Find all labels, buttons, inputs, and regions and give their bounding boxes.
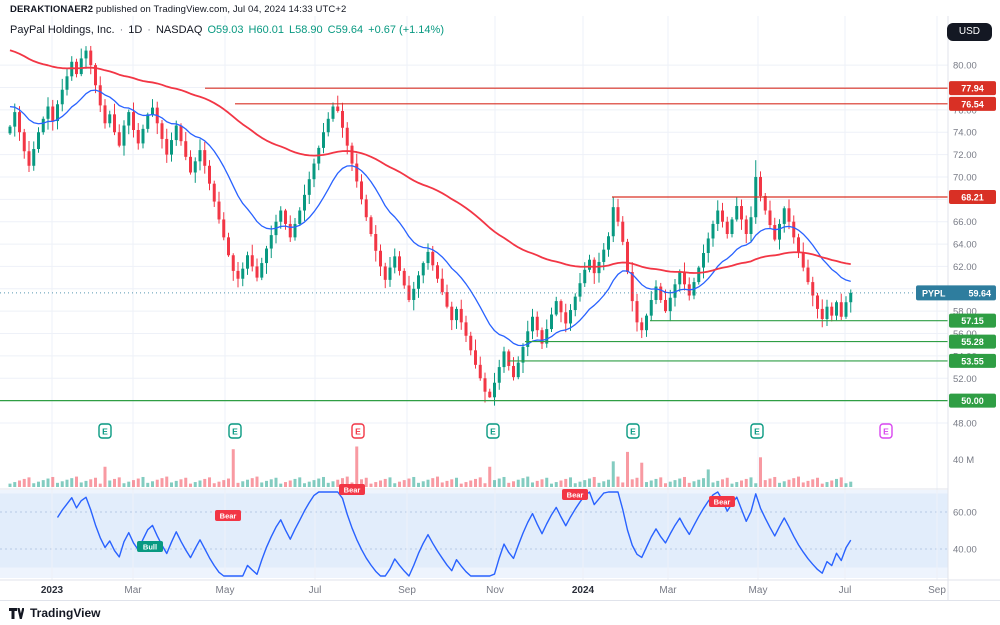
svg-text:57.15: 57.15 xyxy=(961,316,984,326)
svg-text:72.00: 72.00 xyxy=(953,150,977,161)
svg-text:Mar: Mar xyxy=(124,585,142,596)
high-value: H60.01 xyxy=(248,24,285,36)
candlestick-series xyxy=(8,45,853,406)
svg-text:Bear: Bear xyxy=(714,498,731,507)
earnings-icon xyxy=(486,423,500,439)
publisher-caption: published on TradingView.com, Jul 04, 20… xyxy=(93,4,347,15)
svg-text:52.00: 52.00 xyxy=(953,374,977,385)
svg-text:70.00: 70.00 xyxy=(953,172,977,183)
svg-text:40.00: 40.00 xyxy=(953,545,977,556)
svg-text:2023: 2023 xyxy=(41,585,64,596)
signal-badge xyxy=(709,496,735,507)
signal-labels: Bull Bear Bear Bear Bear xyxy=(137,484,735,552)
svg-text:2024: 2024 xyxy=(572,585,595,596)
horizontal-levels xyxy=(0,87,948,402)
svg-text:Bull: Bull xyxy=(143,543,157,552)
publisher-username: DERAKTIONAER2 xyxy=(10,4,94,15)
svg-text:May: May xyxy=(216,585,235,596)
slow-ma xyxy=(9,49,851,274)
svg-text:Sep: Sep xyxy=(928,585,946,596)
earnings-icon xyxy=(626,423,640,439)
time-axis[interactable]: 2023 Mar May Jul Sep Nov 2024 Mar May Jul Sep xyxy=(41,585,946,596)
svg-text:Sep: Sep xyxy=(398,585,416,596)
svg-text:Jul: Jul xyxy=(309,585,322,596)
change-value: +0.67 (+1.14%) xyxy=(368,24,444,36)
earnings-icon xyxy=(879,423,893,439)
symbol-header: PayPal Holdings, Inc. · 1D · NASDAQ O59.… xyxy=(10,24,444,36)
svg-text:E: E xyxy=(490,427,496,437)
earnings-icon xyxy=(351,423,365,439)
tradingview-logo-icon[interactable] xyxy=(8,605,24,621)
signal-badge xyxy=(562,489,588,500)
svg-text:64.00: 64.00 xyxy=(953,240,977,251)
svg-text:66.00: 66.00 xyxy=(953,217,977,228)
svg-text:60.00: 60.00 xyxy=(953,508,977,519)
separator-dot: · xyxy=(119,24,124,36)
separator-dot: · xyxy=(147,24,151,36)
signal-badge xyxy=(339,484,365,495)
svg-text:77.94: 77.94 xyxy=(961,84,984,94)
exchange-label: NASDAQ xyxy=(155,24,203,36)
svg-text:76.54: 76.54 xyxy=(961,99,984,109)
svg-text:E: E xyxy=(630,427,636,437)
earnings-icon xyxy=(98,423,112,439)
svg-text:E: E xyxy=(102,427,108,437)
svg-text:62.00: 62.00 xyxy=(953,262,977,273)
svg-text:80.00: 80.00 xyxy=(953,61,977,72)
svg-text:74.00: 74.00 xyxy=(953,128,977,139)
brand-name[interactable]: TradingView xyxy=(30,606,101,620)
svg-text:76.00: 76.00 xyxy=(953,105,977,116)
open-value: O59.03 xyxy=(207,24,244,36)
price-chart-canvas[interactable]: 80.0078.0076.0074.0072.0070.0068.0066.00… xyxy=(0,0,1000,600)
interval-label[interactable]: 1D xyxy=(128,24,143,36)
svg-text:56.00: 56.00 xyxy=(953,329,977,340)
signal-badge xyxy=(215,510,241,521)
svg-text:E: E xyxy=(883,427,889,437)
svg-text:53.55: 53.55 xyxy=(961,356,984,366)
svg-text:Bear: Bear xyxy=(344,486,361,495)
svg-text:48.00: 48.00 xyxy=(953,419,977,430)
symbol-title[interactable]: PayPal Holdings, Inc. xyxy=(10,24,115,36)
svg-text:58.00: 58.00 xyxy=(953,307,977,318)
publisher-line: DERAKTIONAER2 published on TradingView.c… xyxy=(10,4,346,15)
axis-badges: 77.94 76.54 68.21 57.15 55.28 53.55 50.00 PYPL 5… xyxy=(916,81,996,408)
svg-text:59.64: 59.64 xyxy=(968,288,991,298)
earnings-icon xyxy=(228,423,242,439)
svg-text:40 M: 40 M xyxy=(953,455,974,466)
svg-text:Nov: Nov xyxy=(486,585,504,596)
volume-series xyxy=(8,446,853,487)
svg-text:May: May xyxy=(749,585,768,596)
fast-ma xyxy=(9,89,851,347)
currency-button[interactable]: USD xyxy=(946,23,992,41)
svg-text:50.00: 50.00 xyxy=(961,396,984,406)
earnings-icon xyxy=(750,423,764,439)
svg-text:E: E xyxy=(754,427,760,437)
svg-text:E: E xyxy=(232,427,238,437)
rsi-pane xyxy=(0,490,948,578)
svg-text:68.21: 68.21 xyxy=(961,192,984,202)
svg-text:Bear: Bear xyxy=(220,512,237,521)
footer-bar: TradingView xyxy=(0,600,1000,625)
svg-text:E: E xyxy=(355,427,361,437)
signal-badge xyxy=(137,541,163,552)
last-price-badge xyxy=(916,285,996,301)
svg-text:Mar: Mar xyxy=(659,585,677,596)
svg-text:55.28: 55.28 xyxy=(961,337,984,347)
moving-averages xyxy=(9,49,851,347)
close-value: C59.64 xyxy=(327,24,364,36)
svg-text:PYPL: PYPL xyxy=(922,288,946,298)
low-value: L58.90 xyxy=(289,24,323,36)
svg-text:Jul: Jul xyxy=(839,585,852,596)
rsi-line xyxy=(56,491,852,577)
svg-text:Bear: Bear xyxy=(567,491,584,500)
